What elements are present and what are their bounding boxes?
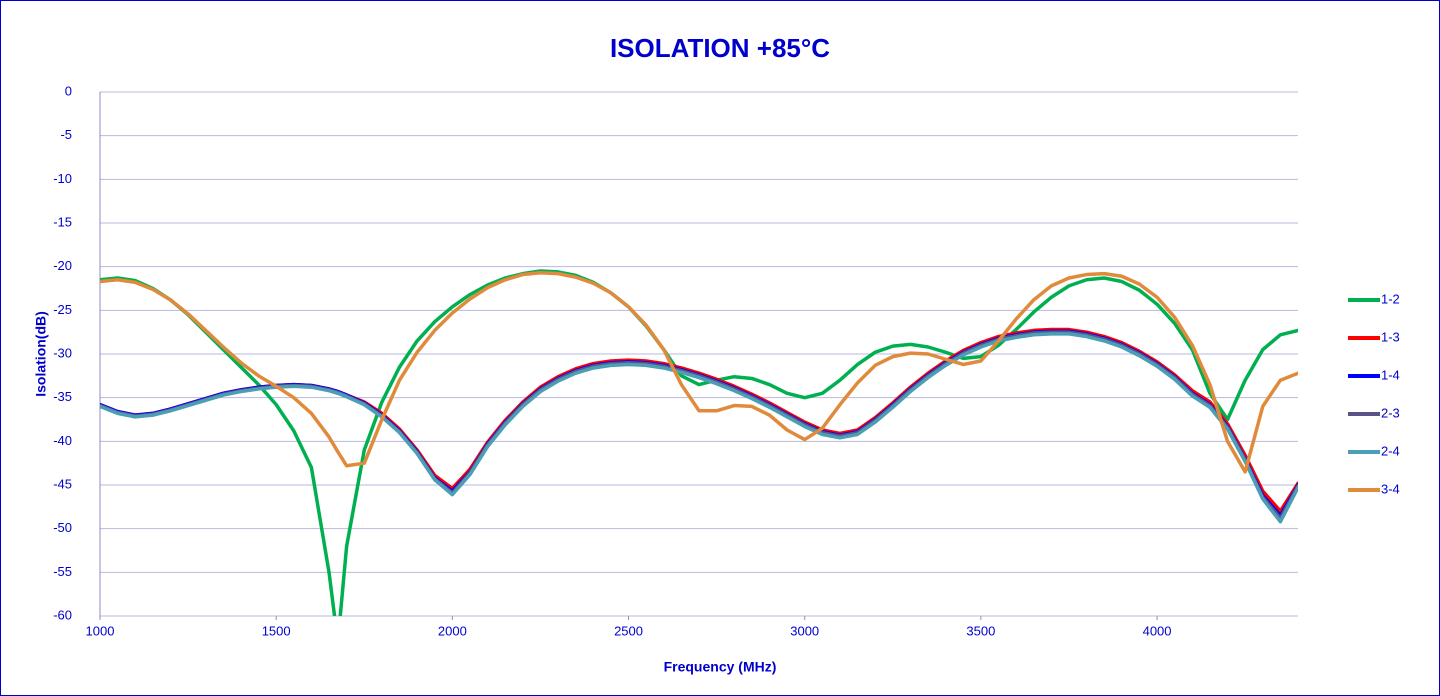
- legend-label: 1-2: [1381, 291, 1400, 306]
- chart-title: ISOLATION +85°C: [610, 33, 830, 63]
- y-tick-label: -15: [53, 214, 72, 229]
- legend: 1-2 1-3 1-4 2-3 2-4 3-4: [1348, 291, 1400, 496]
- y-tick-label: 0: [65, 83, 72, 98]
- y-tick-label: -50: [53, 520, 72, 535]
- y-tick-label: -40: [53, 433, 72, 448]
- y-tick-label: -10: [53, 171, 72, 186]
- y-tick-label: -45: [53, 476, 72, 491]
- x-tick-label: 3000: [790, 623, 819, 638]
- y-tick-label: -55: [53, 564, 72, 579]
- legend-label: 3-4: [1381, 481, 1400, 496]
- x-tick-label: 4000: [1143, 623, 1172, 638]
- y-axis-label: Isolation(dB): [33, 311, 49, 397]
- x-tick-label: 1000: [86, 623, 115, 638]
- series-line: [100, 332, 1298, 524]
- y-tick-label: -25: [53, 302, 72, 317]
- series-line: [100, 271, 1298, 474]
- legend-label: 2-3: [1381, 405, 1400, 420]
- x-tick-label: 3500: [966, 623, 995, 638]
- series-line: [100, 269, 1298, 616]
- y-tick-label: -30: [53, 345, 72, 360]
- grid: 0 -5 -10 -15 -20 -25 -30 -35 -40 -45 -50 -55 -60 1000…: [53, 83, 1298, 638]
- y-tick-label: -5: [60, 127, 72, 142]
- legend-label: 2-4: [1381, 443, 1400, 458]
- legend-label: 1-3: [1381, 329, 1400, 344]
- y-tick-label: -35: [53, 389, 72, 404]
- x-tick-label: 2500: [614, 623, 643, 638]
- x-tick-label: 1500: [262, 623, 291, 638]
- legend-label: 1-4: [1381, 367, 1400, 382]
- y-tick-label: -60: [53, 607, 72, 622]
- plot-area: [100, 269, 1298, 616]
- x-axis-label: Frequency (MHz): [664, 659, 777, 675]
- x-tick-label: 2000: [438, 623, 467, 638]
- y-tick-label: -20: [53, 258, 72, 273]
